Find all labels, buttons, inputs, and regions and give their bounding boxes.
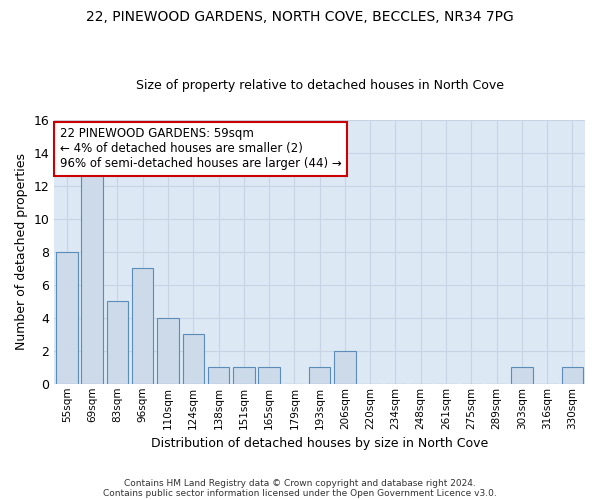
X-axis label: Distribution of detached houses by size in North Cove: Distribution of detached houses by size … <box>151 437 488 450</box>
Bar <box>309 368 331 384</box>
Title: Size of property relative to detached houses in North Cove: Size of property relative to detached ho… <box>136 79 503 92</box>
Text: 22 PINEWOOD GARDENS: 59sqm
← 4% of detached houses are smaller (2)
96% of semi-d: 22 PINEWOOD GARDENS: 59sqm ← 4% of detac… <box>59 128 341 170</box>
Bar <box>562 368 583 384</box>
Bar <box>132 268 154 384</box>
Bar <box>182 334 204 384</box>
Bar <box>511 368 533 384</box>
Bar <box>208 368 229 384</box>
Text: 22, PINEWOOD GARDENS, NORTH COVE, BECCLES, NR34 7PG: 22, PINEWOOD GARDENS, NORTH COVE, BECCLE… <box>86 10 514 24</box>
Bar <box>334 350 356 384</box>
Text: Contains public sector information licensed under the Open Government Licence v3: Contains public sector information licen… <box>103 488 497 498</box>
Y-axis label: Number of detached properties: Number of detached properties <box>15 153 28 350</box>
Text: Contains HM Land Registry data © Crown copyright and database right 2024.: Contains HM Land Registry data © Crown c… <box>124 478 476 488</box>
Bar <box>82 169 103 384</box>
Bar <box>157 318 179 384</box>
Bar <box>56 252 77 384</box>
Bar <box>233 368 254 384</box>
Bar <box>107 301 128 384</box>
Bar <box>259 368 280 384</box>
